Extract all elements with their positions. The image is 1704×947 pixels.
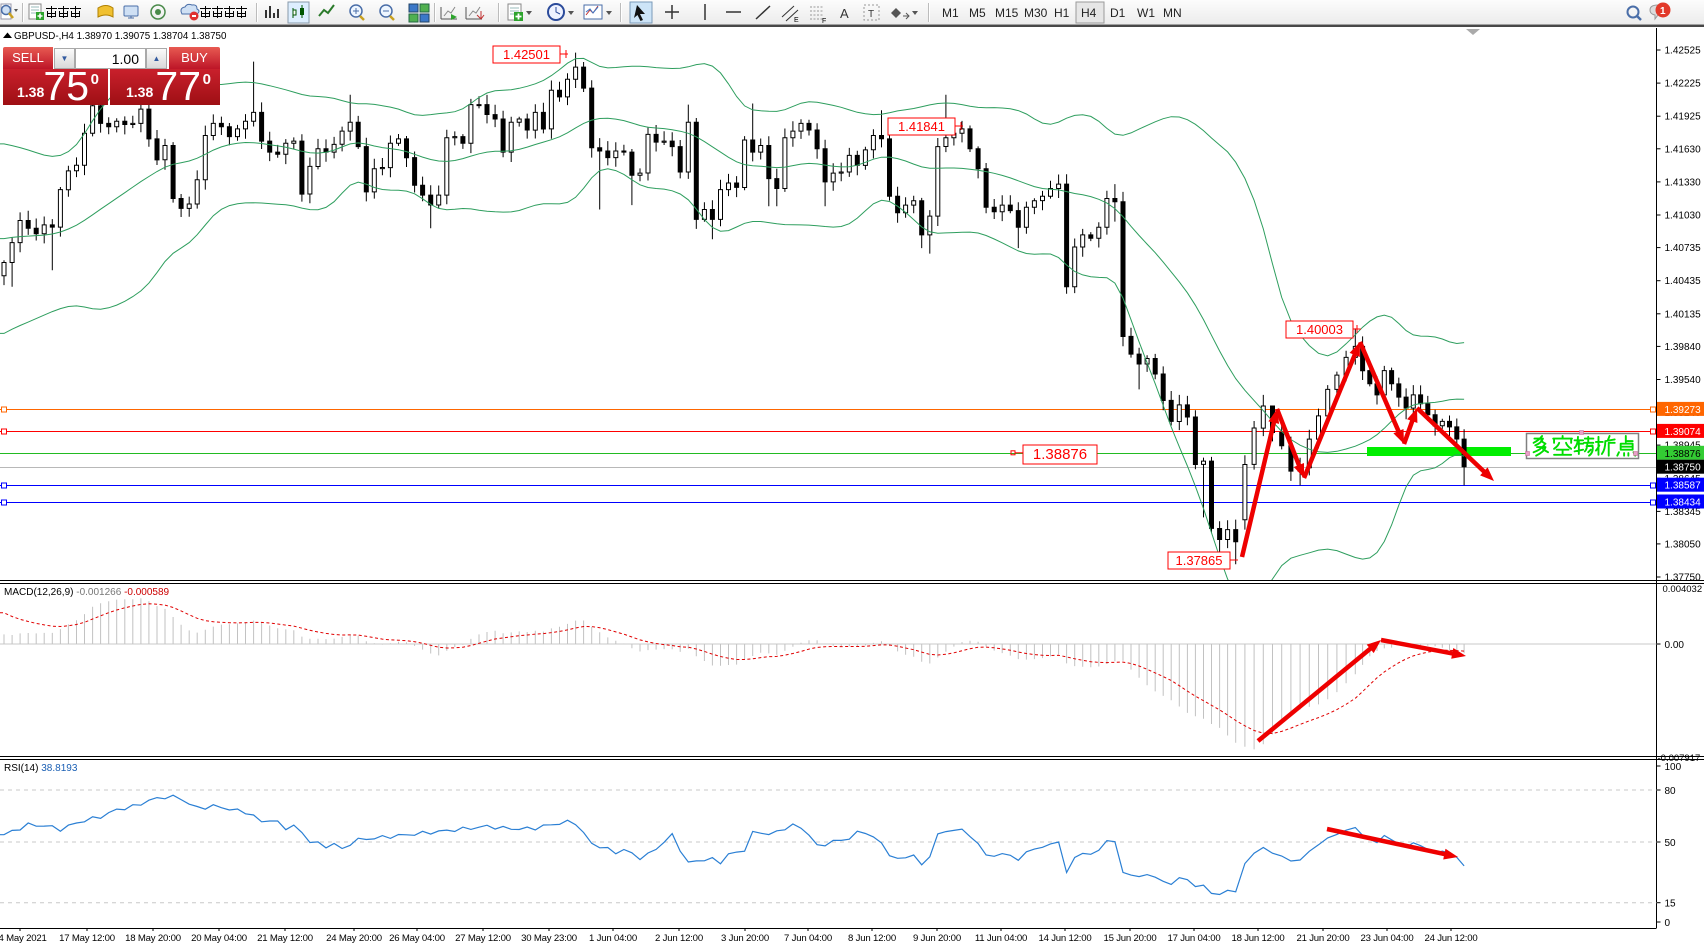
svg-text:3 Jun 20:00: 3 Jun 20:00 <box>721 933 769 944</box>
svg-text:1.41925: 1.41925 <box>1665 112 1702 123</box>
svg-text:18 Jun 12:00: 18 Jun 12:00 <box>1231 933 1284 944</box>
svg-text:H4: H4 <box>1081 6 1097 20</box>
svg-text:A: A <box>840 6 849 21</box>
svg-text:11 Jun 04:00: 11 Jun 04:00 <box>975 933 1027 944</box>
svg-text:1.41841: 1.41841 <box>898 119 945 134</box>
svg-text:1.40735: 1.40735 <box>1665 243 1702 254</box>
svg-text:1.39840: 1.39840 <box>1665 342 1702 353</box>
svg-text:MACD(12,26,9) -0.001266 -0.000: MACD(12,26,9) -0.001266 -0.000589 <box>4 587 170 598</box>
svg-text:M30: M30 <box>1024 6 1048 20</box>
svg-text:14 Jun 12:00: 14 Jun 12:00 <box>1038 933 1091 944</box>
svg-text:21 May 12:00: 21 May 12:00 <box>257 933 313 944</box>
svg-text:F: F <box>822 18 826 25</box>
svg-text:1.39273: 1.39273 <box>1665 405 1702 416</box>
svg-text:D1: D1 <box>1110 6 1126 20</box>
svg-text:15 Jun 20:00: 15 Jun 20:00 <box>1103 933 1156 944</box>
svg-text:1.42525: 1.42525 <box>1665 46 1702 57</box>
svg-text:20 May 04:00: 20 May 04:00 <box>191 933 247 944</box>
svg-text:1.38587: 1.38587 <box>1665 481 1702 492</box>
svg-text:1: 1 <box>1660 6 1666 17</box>
svg-text:M5: M5 <box>969 6 986 20</box>
svg-text:1.38345: 1.38345 <box>1665 507 1702 518</box>
svg-text:1.41630: 1.41630 <box>1665 144 1702 155</box>
svg-text:24 Jun 12:00: 24 Jun 12:00 <box>1424 933 1477 944</box>
svg-text:9 Jun 20:00: 9 Jun 20:00 <box>913 933 961 944</box>
svg-text:2 Jun 12:00: 2 Jun 12:00 <box>655 933 703 944</box>
svg-text:MN: MN <box>1163 6 1182 20</box>
svg-text:1.38050: 1.38050 <box>1665 539 1702 550</box>
svg-text:17 May 12:00: 17 May 12:00 <box>59 933 115 944</box>
svg-text:M1: M1 <box>942 6 959 20</box>
svg-text:100: 100 <box>1665 762 1682 773</box>
svg-text:-0.007917: -0.007917 <box>1658 753 1701 764</box>
svg-text:1.38876: 1.38876 <box>1033 446 1087 463</box>
svg-text:1.42225: 1.42225 <box>1665 79 1702 90</box>
svg-text:RSI(14) 38.8193: RSI(14) 38.8193 <box>4 763 78 774</box>
svg-text:26 May 04:00: 26 May 04:00 <box>389 933 445 944</box>
svg-text:17 Jun 04:00: 17 Jun 04:00 <box>1167 933 1220 944</box>
svg-text:1.40435: 1.40435 <box>1665 276 1702 287</box>
svg-text:1.37865: 1.37865 <box>1176 553 1223 568</box>
svg-text:21 Jun 20:00: 21 Jun 20:00 <box>1296 933 1349 944</box>
svg-text:1.40003: 1.40003 <box>1296 322 1343 337</box>
svg-text:1.38876: 1.38876 <box>1665 449 1702 460</box>
svg-text:1.41030: 1.41030 <box>1665 211 1702 222</box>
svg-text:0: 0 <box>1665 918 1671 929</box>
svg-text:1.41330: 1.41330 <box>1665 177 1702 188</box>
svg-text:1.40135: 1.40135 <box>1665 309 1702 320</box>
svg-text:1.38750: 1.38750 <box>1665 463 1702 474</box>
svg-text:30 May 23:00: 30 May 23:00 <box>521 933 577 944</box>
svg-text:23 Jun 04:00: 23 Jun 04:00 <box>1360 933 1413 944</box>
svg-text:18 May 20:00: 18 May 20:00 <box>125 933 181 944</box>
svg-text:1.38434: 1.38434 <box>1665 498 1702 509</box>
svg-text:80: 80 <box>1665 786 1677 797</box>
svg-text:1.42501: 1.42501 <box>503 47 550 62</box>
svg-text:0.004032: 0.004032 <box>1663 584 1703 595</box>
svg-text:1.39540: 1.39540 <box>1665 375 1702 386</box>
svg-text:W1: W1 <box>1137 6 1155 20</box>
svg-text:M15: M15 <box>995 6 1019 20</box>
svg-text:24 May 20:00: 24 May 20:00 <box>326 933 382 944</box>
svg-text:T: T <box>868 9 874 20</box>
svg-text:15: 15 <box>1665 899 1677 910</box>
svg-text:0.00: 0.00 <box>1665 640 1685 651</box>
svg-text:8 Jun 12:00: 8 Jun 12:00 <box>848 933 896 944</box>
svg-text:1 Jun 04:00: 1 Jun 04:00 <box>589 933 637 944</box>
svg-text:7 Jun 04:00: 7 Jun 04:00 <box>784 933 832 944</box>
svg-text:GBPUSD-,H4 1.38970 1.39075 1.: GBPUSD-,H4 1.38970 1.39075 1.38704 1.387… <box>14 31 227 42</box>
svg-text:14 May 2021: 14 May 2021 <box>0 933 47 944</box>
svg-text:1.37750: 1.37750 <box>1665 573 1702 584</box>
svg-text:50: 50 <box>1665 838 1677 849</box>
svg-text:27 May 12:00: 27 May 12:00 <box>455 933 511 944</box>
svg-text:1.39074: 1.39074 <box>1665 427 1702 438</box>
svg-text:E: E <box>794 17 799 24</box>
svg-text:H1: H1 <box>1054 6 1070 20</box>
